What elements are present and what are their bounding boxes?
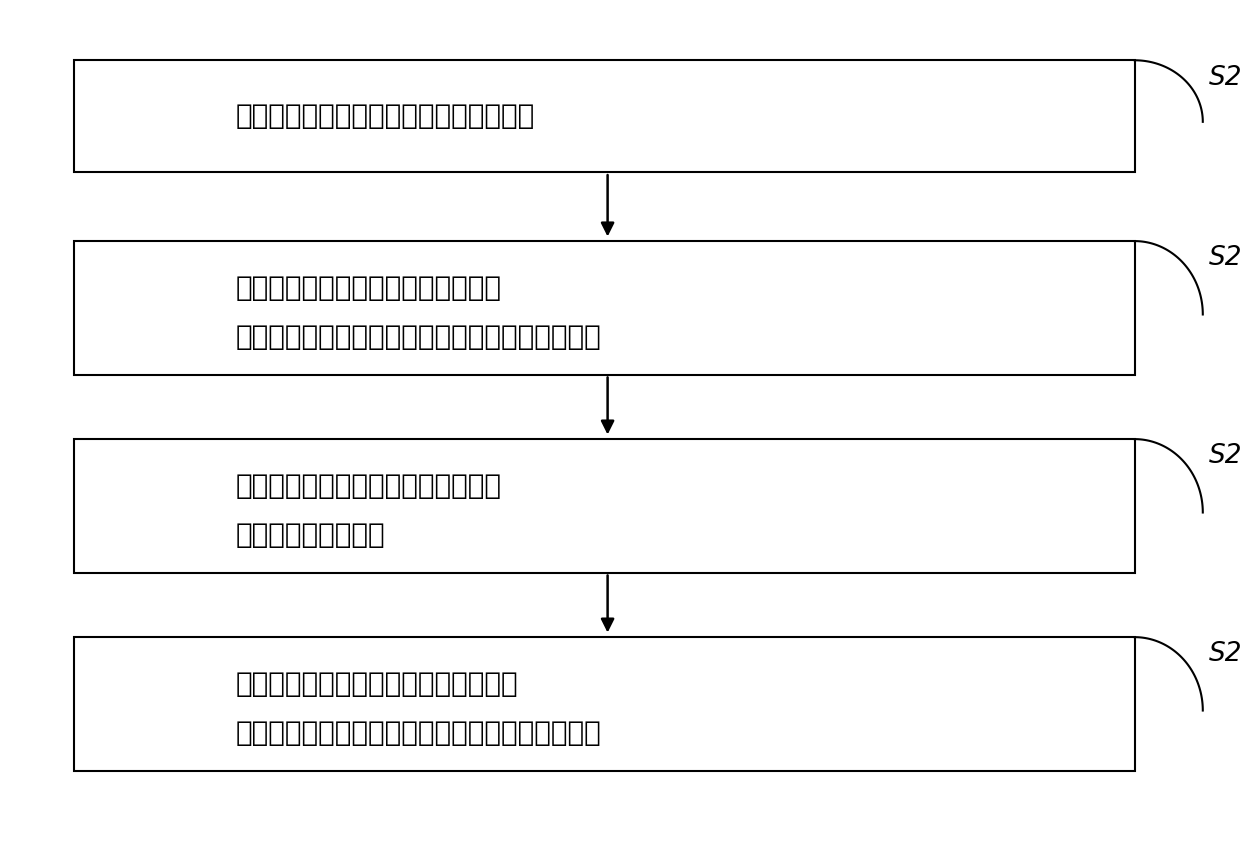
Text: 控制绝缘阻值获取电路输出低频交流信号: 控制绝缘阻值获取电路输出低频交流信号 xyxy=(236,102,534,130)
Text: S204: S204 xyxy=(1209,641,1240,667)
FancyBboxPatch shape xyxy=(74,637,1135,771)
Text: S202: S202 xyxy=(1209,245,1240,271)
Text: 当主继电器内侧的绝缘阻值正常时，: 当主继电器内侧的绝缘阻值正常时， xyxy=(236,472,502,500)
Text: 根据低频交流信号，获取主继电器外侧的绝缘阻值: 根据低频交流信号，获取主继电器外侧的绝缘阻值 xyxy=(236,719,601,747)
Text: 根据低频交流信号，获取主继电器内侧的绝缘阻值: 根据低频交流信号，获取主继电器内侧的绝缘阻值 xyxy=(236,323,601,351)
FancyBboxPatch shape xyxy=(74,60,1135,172)
Text: S203: S203 xyxy=(1209,443,1240,469)
FancyBboxPatch shape xyxy=(74,439,1135,573)
Text: 当主继电器断开且预充继电器闭合时，: 当主继电器断开且预充继电器闭合时， xyxy=(236,670,518,698)
Text: 控制预充继电器闭合: 控制预充继电器闭合 xyxy=(236,521,386,549)
Text: 当主继电器与预充继电器均断开时，: 当主继电器与预充继电器均断开时， xyxy=(236,274,502,302)
FancyBboxPatch shape xyxy=(74,241,1135,375)
Text: S201: S201 xyxy=(1209,65,1240,90)
